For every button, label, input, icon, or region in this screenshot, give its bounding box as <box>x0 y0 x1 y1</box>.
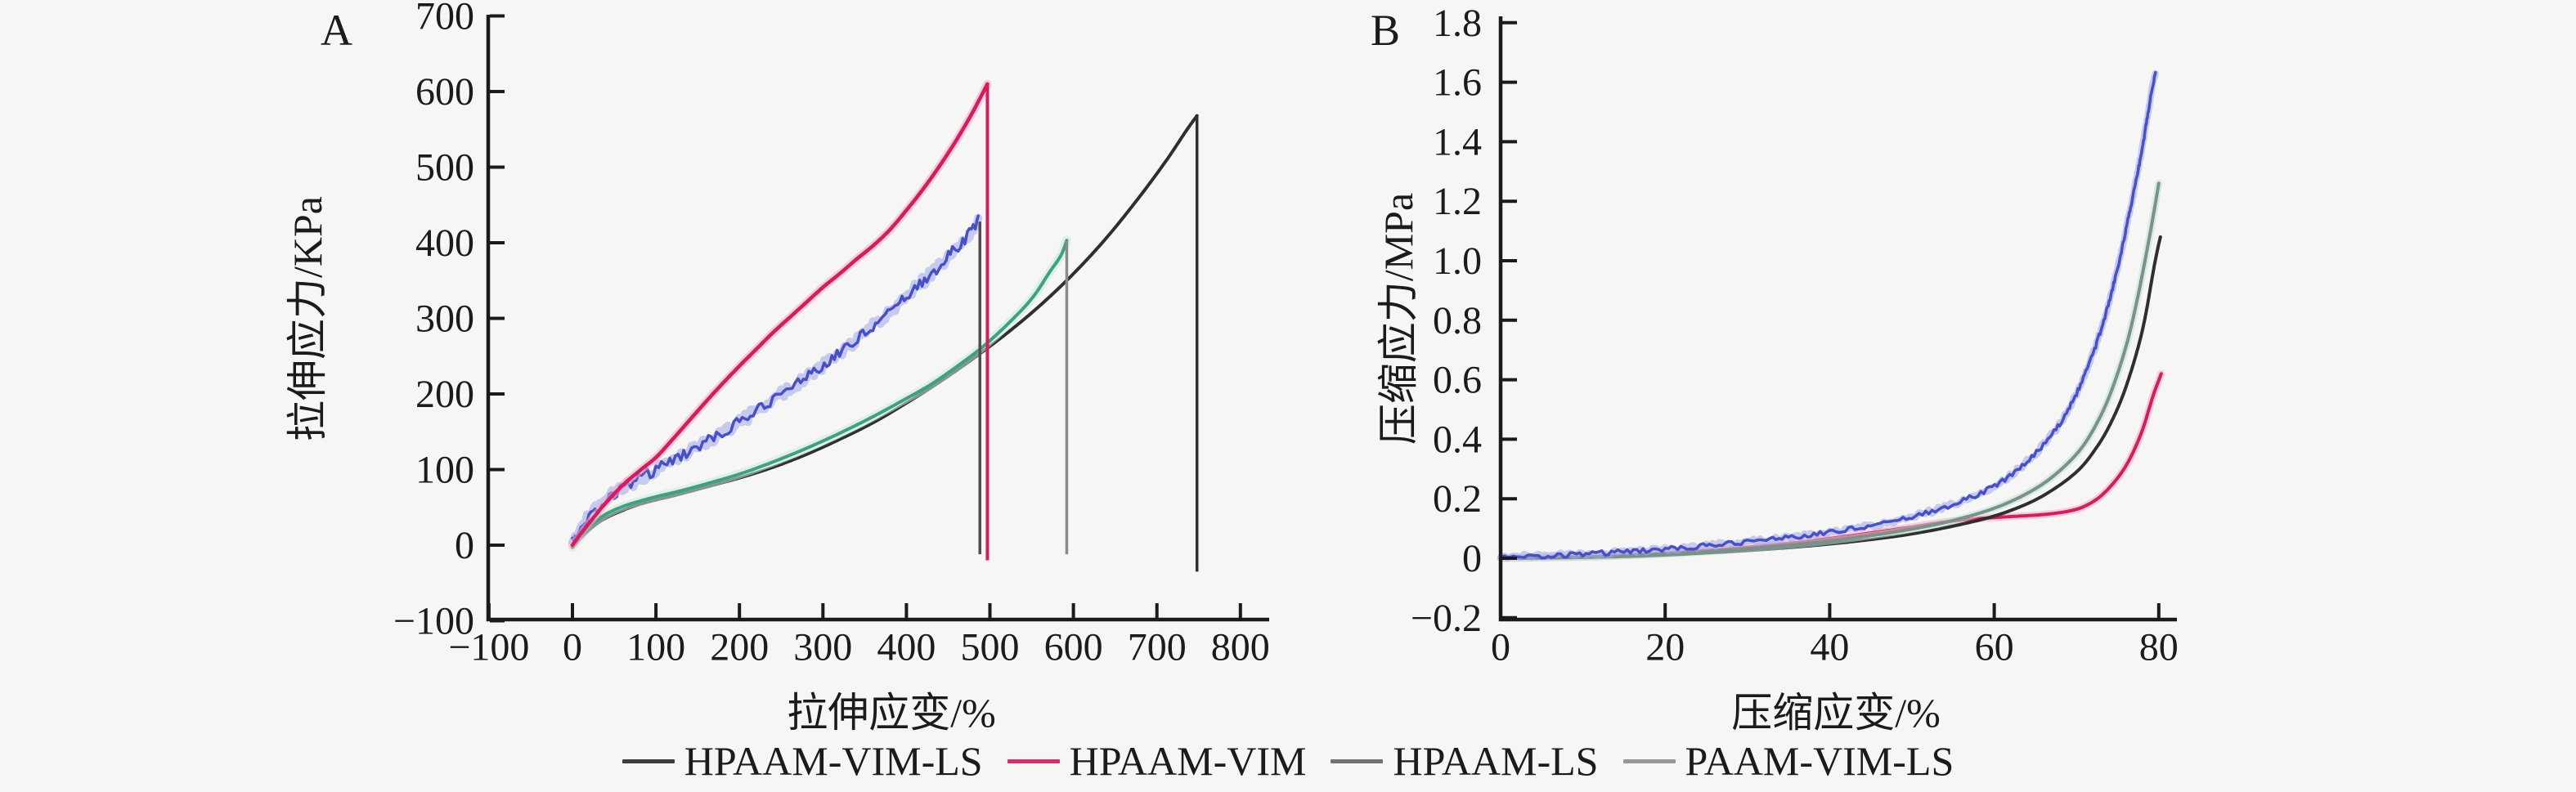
x-tick-label: 60 <box>1975 626 2014 669</box>
x-tick-label: 40 <box>1810 626 1849 669</box>
panel-b-plot: 0 20 40 60 80−0.200.20.40.60.81.01.21.41.61.… <box>1411 2 2179 669</box>
x-tick-label: 20 <box>1645 626 1685 669</box>
series-line-PAAM-VIM-LS <box>1499 70 2157 560</box>
x-tick-label: 0 <box>563 626 582 669</box>
panel-a-plot: −100 0 100 200 300 400 500 600 700 800 −100 0 100 200… <box>393 0 1270 669</box>
y-tick-label: 100 <box>415 449 474 492</box>
y-tick-label: 1.2 <box>1433 180 1482 223</box>
x-tick-label: 200 <box>710 626 769 669</box>
x-tick-label: 800 <box>1211 626 1270 669</box>
y-tick-label: 1.8 <box>1433 2 1482 45</box>
y-tick-label: 0.8 <box>1433 299 1482 342</box>
y-tick-label: 200 <box>415 373 474 416</box>
series-group <box>1497 69 2165 562</box>
x-axis-title-a: 拉伸应变/% <box>787 690 996 736</box>
legend-line-swatch-hpaam-vim-ls <box>622 758 675 763</box>
y-axis-title-b: 压缩应力/MPa <box>1376 192 1421 445</box>
x-tick-label: 80 <box>2139 626 2179 669</box>
legend: HPAAM-VIM-LS HPAAM-VIM HPAAM-LS PAAM-VIM… <box>0 741 2576 781</box>
y-tick-label: 0 <box>455 524 474 567</box>
y-axis-title-a: 拉伸应力/KPa <box>285 196 330 441</box>
series-line-HPAAM-VIM <box>570 82 990 548</box>
axes-a <box>486 15 1269 622</box>
x-tick-label: 600 <box>1044 626 1103 669</box>
y-tick-label: −0.2 <box>1411 597 1482 640</box>
legend-line-swatch-hpaam-ls <box>1331 758 1384 763</box>
legend-item-hpaam-vim: HPAAM-VIM <box>1007 738 1307 784</box>
x-tick-label: 300 <box>793 626 852 669</box>
y-tick-label: 300 <box>415 298 474 341</box>
y-tick-label: 1.4 <box>1433 120 1482 163</box>
y-tick-label: 700 <box>415 0 474 38</box>
series-group <box>568 79 1199 572</box>
y-tick-label: 0.2 <box>1433 477 1482 521</box>
legend-label-hpaam-ls: HPAAM-LS <box>1393 738 1599 784</box>
legend-line-swatch-paam-vim-ls <box>1622 758 1676 763</box>
legend-label-paam-vim-ls: PAAM-VIM-LS <box>1685 738 1954 784</box>
legend-item-hpaam-vim-ls: HPAAM-VIM-LS <box>622 741 983 781</box>
y-tick-label: 1.6 <box>1433 61 1482 105</box>
x-axis-title-b: 压缩应变/% <box>1731 690 1941 736</box>
y-tick-label: −100 <box>393 600 474 643</box>
legend-item-paam-vim-ls: PAAM-VIM-LS <box>1622 738 1954 784</box>
y-tick-label: 0.6 <box>1433 359 1482 402</box>
y-tick-label: 1.0 <box>1433 239 1482 283</box>
panel-label-a: A <box>321 6 352 55</box>
legend-label-hpaam-vim: HPAAM-VIM <box>1069 738 1307 784</box>
x-tick-label: 0 <box>1491 626 1510 669</box>
series-line-HPAAM-VIM-LS <box>571 114 1199 549</box>
series-halo-HPAAM-LS <box>1497 179 2163 562</box>
series-line-HPAAM-LS <box>571 239 1069 549</box>
series-line-HPAAM-LS <box>1499 181 2161 560</box>
series-line-PAAM-VIM-LS <box>571 214 980 542</box>
legend-line-swatch-hpaam-vim <box>1007 758 1060 763</box>
y-tick-label: 0.4 <box>1433 418 1482 461</box>
y-tick-label: 600 <box>415 70 474 114</box>
x-tick-label: 700 <box>1128 626 1187 669</box>
x-tick-label: 400 <box>877 626 936 669</box>
axes-b <box>1498 16 2177 622</box>
series-halo-PAAM-VIM-LS <box>568 213 983 547</box>
x-tick-label: 500 <box>961 626 1020 669</box>
y-tick-label: 500 <box>415 146 474 190</box>
y-tick-label: 0 <box>1462 537 1482 580</box>
legend-item-hpaam-ls: HPAAM-LS <box>1331 738 1599 784</box>
panel-label-b: B <box>1371 6 1401 55</box>
x-tick-label: −100 <box>448 626 529 669</box>
x-tick-label: 100 <box>626 626 685 669</box>
y-tick-label: 400 <box>415 221 474 265</box>
legend-label-hpaam-vim-ls: HPAAM-VIM-LS <box>684 738 983 784</box>
